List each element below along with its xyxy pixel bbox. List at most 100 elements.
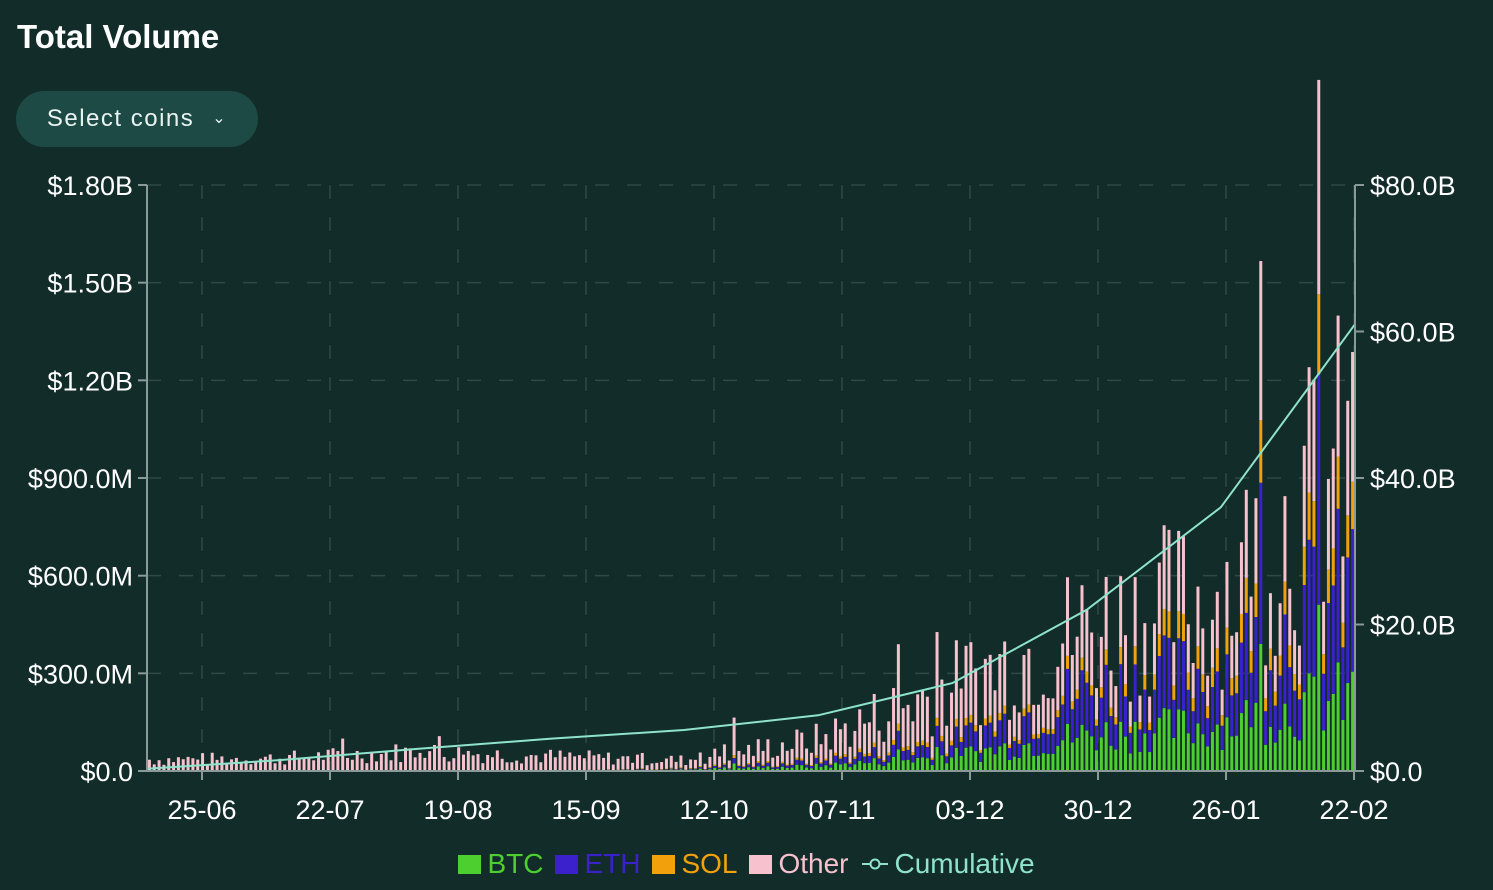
bar-eth [771,767,775,769]
bar-other [805,748,809,764]
bar-sol [1225,627,1229,655]
bar-sol [1080,657,1084,671]
bar-other [563,756,567,771]
bar-eth [1283,614,1287,704]
bar-other [896,644,900,724]
bar-btc [1196,723,1200,771]
bar-btc [790,767,794,771]
bar-eth [1177,638,1181,710]
bar-btc [737,768,741,771]
bar-eth [969,722,973,747]
bar-sol [756,761,760,763]
bar-btc [713,767,717,771]
bar-sol [1114,717,1118,725]
bar-btc [1017,758,1021,771]
bar-eth [1022,716,1026,745]
bar-other [1331,448,1335,549]
bar-sol [1046,729,1050,735]
bar-other [423,757,427,771]
bar-btc [761,768,765,771]
select-coins-button[interactable]: Select coins ⌄ [16,91,258,147]
bar-btc [1022,744,1026,771]
bar-other [790,748,794,764]
bar-sol [713,764,717,766]
bar-other [447,761,451,771]
legend-item-cumulative[interactable]: Cumulative [861,848,1035,880]
bar-eth [1273,705,1277,743]
bar-other [751,755,755,767]
bar-other [950,692,954,741]
bar-btc [1104,722,1108,771]
bar-eth [1302,584,1306,693]
y-left-tick-label: $600.0M [28,562,133,592]
bar-other [1012,705,1016,737]
bar-other [776,755,780,767]
bar-btc [1167,709,1171,771]
bar-other [577,755,581,771]
bar-eth [640,768,644,770]
bar-sol [1278,655,1282,676]
bar-sol [930,757,934,760]
bar-other [307,757,311,771]
bar-sol [689,768,693,769]
bar-eth [930,759,934,766]
bar-eth [693,768,697,770]
bar-eth [761,765,765,769]
legend-item-eth[interactable]: ETH [555,848,640,880]
bar-sol [1119,647,1123,665]
bar-other [1322,601,1326,655]
bar-sol [698,766,702,768]
bar-btc [1051,753,1055,771]
bar-other [157,760,161,771]
bar-other [983,658,987,719]
bar-other [901,708,905,748]
bar-other [288,755,292,771]
bar-eth [1017,743,1021,759]
bar-btc [843,763,847,771]
bar-btc [1114,749,1118,771]
bar-other [916,694,920,742]
bar-sol [1003,705,1007,714]
bar-sol [1220,715,1224,726]
legend-item-sol[interactable]: SOL [652,848,737,880]
bar-btc [1191,743,1195,771]
bar-eth [776,766,780,769]
bar-other [664,758,668,769]
bar-eth [1293,690,1297,737]
bar-sol [940,735,944,742]
bar-other [404,747,408,771]
bar-sol [790,763,794,765]
bar-sol [1341,622,1345,648]
bar-btc [1080,724,1084,771]
bar-other [834,718,838,753]
bar-eth [1027,712,1031,744]
bar-eth [1210,687,1214,732]
bar-eth [1307,539,1311,674]
bar-sol [979,750,983,753]
bar-sol [1128,726,1132,733]
bar-eth [713,765,717,768]
bar-btc [718,768,722,771]
bar-other [215,759,219,771]
legend-item-btc[interactable]: BTC [458,848,543,880]
bar-btc [1278,729,1282,771]
bar-other [1104,576,1108,650]
bar-other [346,757,350,771]
bar-btc [1244,700,1248,771]
bar-sol [766,761,770,763]
bar-eth [1162,635,1166,709]
x-tick-label: 26-01 [1191,795,1260,825]
bar-sol [1027,704,1031,713]
bar-other [505,762,509,771]
bar-eth [843,756,847,764]
bar-eth [1312,546,1316,677]
bar-btc [1259,643,1263,771]
bar-eth [1322,673,1326,731]
legend-item-other[interactable]: Other [749,848,849,880]
bar-other [1148,696,1152,723]
bar-eth [1080,670,1084,725]
bar-other [375,761,379,771]
bar-btc [776,768,780,771]
bar-sol [679,767,683,769]
bar-other [1172,642,1176,686]
